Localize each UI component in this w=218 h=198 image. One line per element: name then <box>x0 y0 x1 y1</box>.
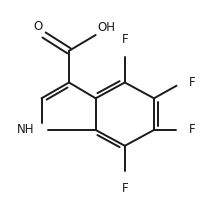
Text: F: F <box>121 182 128 195</box>
Text: F: F <box>189 124 196 136</box>
Text: O: O <box>33 20 42 33</box>
Text: F: F <box>121 33 128 46</box>
Text: NH: NH <box>17 124 34 136</box>
Text: OH: OH <box>97 21 115 34</box>
Text: F: F <box>189 76 196 89</box>
